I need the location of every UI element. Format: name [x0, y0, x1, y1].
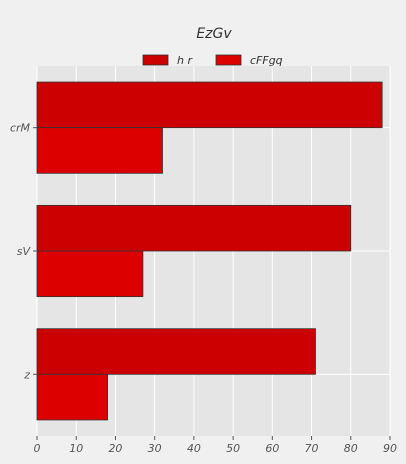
x-tick-label: 40 [187, 442, 201, 455]
x-tick-label: 30 [148, 442, 162, 455]
legend-label-series-1: h r [177, 54, 193, 67]
legend-swatch-series-1 [142, 54, 169, 66]
bar-sV-series-1 [36, 204, 352, 252]
bars [36, 81, 383, 421]
legend-label-series-2: cFFgq [250, 54, 283, 67]
x-tick-label: 50 [226, 442, 240, 455]
y-tick-label: z [23, 368, 30, 381]
x-tick-label: 70 [305, 442, 319, 455]
x-tick-label: 80 [344, 442, 358, 455]
bar-crM-series-2 [36, 127, 163, 174]
x-tick-label: 60 [265, 442, 279, 455]
x-tick-label: 20 [108, 442, 122, 455]
bar-sV-series-2 [36, 250, 144, 298]
x-tick-label: 0 [34, 442, 41, 455]
x-axis-ticks: 0 10 20 30 40 50 60 70 80 90 [34, 436, 397, 455]
legend-swatch-series-2 [215, 54, 242, 66]
y-axis-ticks: crM sV z [10, 122, 37, 381]
y-tick-label: sV [17, 245, 32, 258]
bar-crM-series-1 [36, 81, 383, 129]
bar-z-series-2 [36, 373, 108, 421]
x-tick-label: 90 [383, 442, 397, 455]
y-tick-label: crM [10, 122, 31, 135]
legend: h r cFFgq [142, 54, 283, 67]
x-tick-label: 10 [69, 442, 83, 455]
bar-z-series-1 [36, 328, 316, 375]
chart-title: EzGv [196, 26, 232, 42]
